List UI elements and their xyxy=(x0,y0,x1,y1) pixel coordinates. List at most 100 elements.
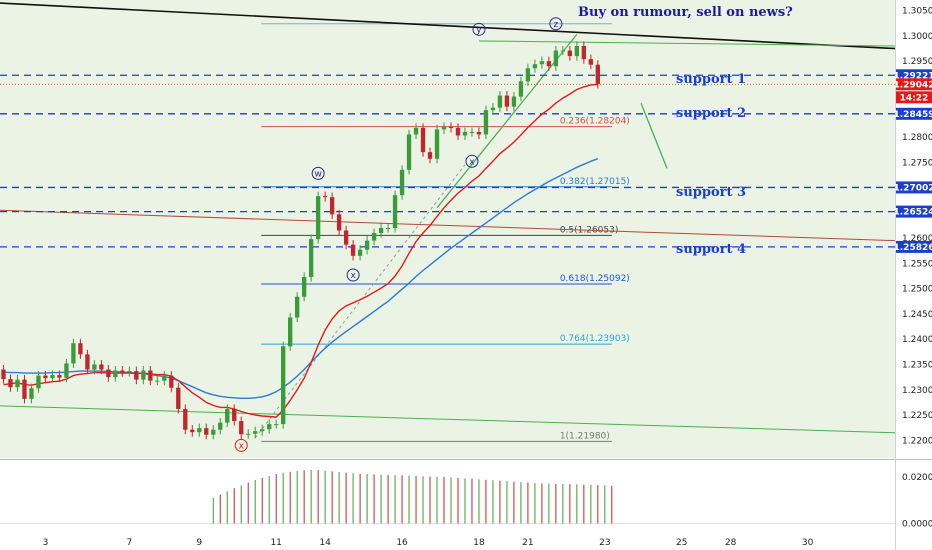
candle-body xyxy=(1,369,6,380)
candle-body xyxy=(239,421,244,435)
candle-body xyxy=(350,244,356,256)
support-price-tag: 1.29221 xyxy=(894,71,932,81)
candle-body xyxy=(92,364,97,370)
support-price-tag-bg xyxy=(896,181,932,194)
candle-body xyxy=(490,107,496,111)
candle-body xyxy=(43,375,48,379)
candle-body xyxy=(525,68,531,82)
support-label-4: support 4 xyxy=(676,242,746,257)
candle-body xyxy=(29,388,34,399)
candle-body xyxy=(378,227,384,234)
price-tags-layer: 1.29221 1.28459 1.27002 1.26524 1.25826 1.290… xyxy=(894,69,932,253)
candle-body xyxy=(546,61,552,67)
candle-body xyxy=(169,375,174,388)
fib-level-label: 1(1.21980) xyxy=(560,431,610,441)
time-tick-label: 18 xyxy=(473,538,485,548)
time-tick-label: 16 xyxy=(396,538,408,548)
candle-body xyxy=(113,370,118,378)
candle-body xyxy=(399,169,405,196)
candle-body xyxy=(595,64,600,84)
candle-body xyxy=(567,50,573,57)
candle-body xyxy=(392,195,398,228)
candle-body xyxy=(253,431,258,434)
price-tick-label: 1.28000 xyxy=(902,133,932,143)
support-lines-layer xyxy=(0,74,895,248)
candle-body xyxy=(288,317,293,347)
trendline-layer xyxy=(0,2,896,439)
candle-body xyxy=(574,46,580,57)
wave-label: y xyxy=(476,25,482,35)
candle-body xyxy=(588,59,594,65)
candle-body xyxy=(448,126,454,128)
support-price-tag-bg xyxy=(896,107,932,120)
countdown-tag-bg xyxy=(896,91,932,104)
candle-body xyxy=(204,428,209,435)
resistance-trendline xyxy=(0,2,896,50)
current-price-tag: 1.29042 xyxy=(894,80,932,90)
candle-body xyxy=(343,230,349,245)
candle-body xyxy=(539,61,545,65)
candle-body xyxy=(64,363,69,378)
candle-body xyxy=(8,379,13,388)
support-price-tag: 1.25826 xyxy=(894,243,932,253)
candle-body xyxy=(36,375,41,389)
wave-label: z xyxy=(554,20,559,30)
price-tick-label: 1.22500 xyxy=(902,411,932,421)
wave-label-circle xyxy=(549,17,563,31)
time-tick-label: 11 xyxy=(270,538,281,548)
price-tick-label: 1.29500 xyxy=(902,57,932,67)
candle-body xyxy=(281,346,286,425)
support-price-tag: 1.27002 xyxy=(894,183,932,193)
candle-body xyxy=(413,127,419,135)
candle-body xyxy=(71,343,76,364)
candle-body xyxy=(462,131,468,136)
oscillator-layer xyxy=(0,469,895,525)
candle-body xyxy=(385,227,391,229)
candle-body xyxy=(553,50,559,67)
time-tick-label: 3 xyxy=(43,538,49,548)
price-tick-label: 1.23500 xyxy=(902,360,932,370)
candle-body xyxy=(211,429,216,435)
wave-label: x xyxy=(469,157,475,167)
candle-body xyxy=(218,422,223,430)
candle-body xyxy=(308,239,314,278)
candle-body xyxy=(225,408,230,423)
time-tick-label: 7 xyxy=(126,538,132,548)
countdown-tag: 14:22 xyxy=(900,93,929,103)
candle-body xyxy=(434,129,440,159)
candle-body xyxy=(274,424,279,426)
candle-body xyxy=(455,127,461,136)
candles-layer xyxy=(1,41,600,440)
candle-body xyxy=(336,214,342,231)
candle-body xyxy=(148,370,153,381)
wave-label: x xyxy=(239,441,245,451)
candle-body xyxy=(183,408,188,430)
slow-moving-average xyxy=(3,158,599,399)
annotation-layer: Buy on rumour, sell on news? support 1 s… xyxy=(578,5,793,257)
candle-body xyxy=(329,197,335,215)
candle-body xyxy=(532,64,538,69)
support-price-tag-bg xyxy=(896,240,932,253)
support-price-tag: 1.28459 xyxy=(894,110,932,120)
forecast-arrow-line xyxy=(640,102,668,169)
price-tick-label: 1.24500 xyxy=(902,310,932,320)
candle-body xyxy=(162,375,167,381)
oscillator-tick-label: 0.00000 xyxy=(902,520,932,530)
candle-body xyxy=(497,95,503,108)
candle-body xyxy=(267,424,272,430)
support-label-2: support 2 xyxy=(676,106,746,121)
candle-body xyxy=(78,343,83,355)
wave-label-circle xyxy=(472,22,486,36)
price-zone xyxy=(0,0,895,458)
fib-level-label: 0.764(1.23903) xyxy=(560,334,630,344)
candle-body xyxy=(511,96,517,107)
candle-body xyxy=(581,46,587,60)
support-price-tag-bg xyxy=(896,69,932,82)
candle-body xyxy=(518,81,524,97)
support-label-3: support 3 xyxy=(676,185,746,200)
candle-body xyxy=(469,131,475,133)
time-tick-label: 28 xyxy=(725,538,737,548)
